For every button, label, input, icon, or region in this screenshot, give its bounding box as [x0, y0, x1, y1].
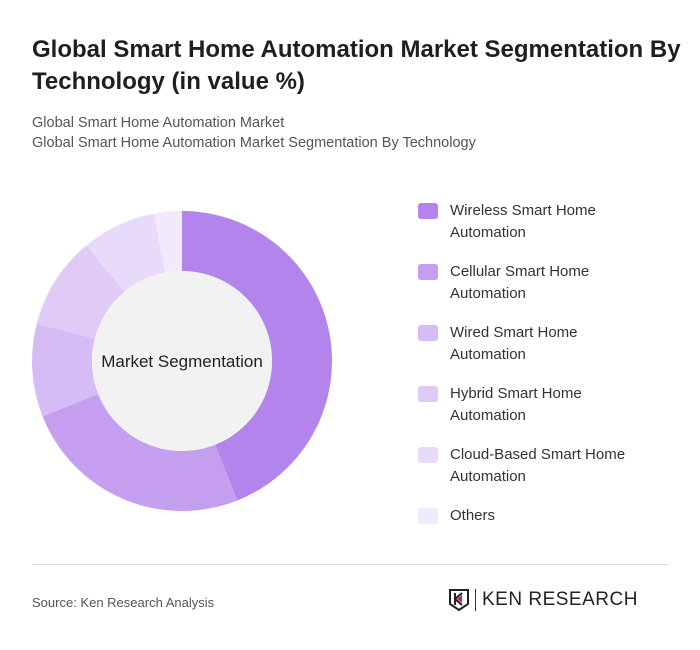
logo-text: KEN RESEARCH [482, 589, 638, 610]
donut-chart: Market Segmentation [32, 211, 332, 511]
legend-label: Wired Smart Home Automation [450, 324, 578, 363]
donut-slice-cloud-based-smart-home-automation [86, 213, 166, 292]
donut-center [92, 271, 272, 451]
legend-label: Wireless Smart Home Automation [450, 202, 596, 241]
logo-separator [475, 589, 476, 611]
legend-swatch [418, 508, 438, 524]
legend-swatch [418, 447, 438, 463]
legend-swatch [418, 264, 438, 280]
divider [32, 564, 668, 565]
legend-label: Cloud-Based Smart Home Automation [450, 446, 626, 485]
ken-logo-icon [449, 589, 469, 612]
donut-slice-cellular-smart-home-automation [42, 394, 238, 511]
legend-item: Wired Smart Home Automation [418, 322, 650, 366]
donut-slice-others [153, 211, 182, 273]
legend-label: Cellular Smart Home Automation [450, 263, 590, 302]
legend-item: Hybrid Smart Home Automation [418, 383, 650, 427]
donut-slice-hybrid-smart-home-automation [36, 245, 125, 339]
donut-slice-wireless-smart-home-automation [182, 211, 332, 501]
legend-item: Wireless Smart Home Automation [418, 200, 650, 244]
subtitle-market: Global Smart Home Automation Market [32, 115, 285, 131]
legend-item: Cellular Smart Home Automation [418, 261, 650, 305]
donut-slice-wired-smart-home-automation [32, 323, 99, 417]
source-note: Source: Ken Research Analysis [32, 595, 215, 610]
legend-swatch [418, 203, 438, 219]
center-label: Market Segmentation [101, 352, 263, 371]
legend-item: Others [418, 505, 650, 527]
chart-title: Global Smart Home Automation Market Segm… [32, 36, 681, 95]
ken-research-logo: KEN RESEARCH [448, 588, 638, 612]
legend-swatch [418, 386, 438, 402]
legend-swatch [418, 325, 438, 341]
subtitle-segmentation: Global Smart Home Automation Market Segm… [32, 135, 476, 151]
legend-item: Cloud-Based Smart Home Automation [418, 444, 650, 488]
legend-label: Hybrid Smart Home Automation [450, 385, 582, 424]
legend-label: Others [450, 507, 496, 524]
